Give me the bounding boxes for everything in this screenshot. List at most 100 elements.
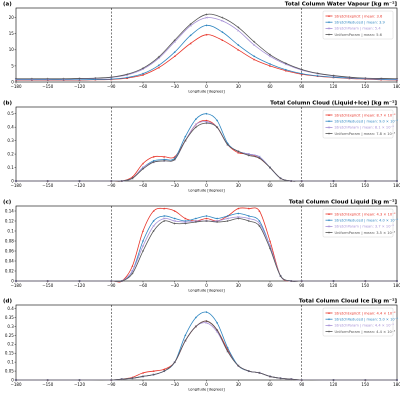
data-point <box>396 180 398 182</box>
data-point <box>237 207 240 210</box>
legend-entry: StretchExplicit | mean: 4.3 × 10⁻³ <box>335 212 397 216</box>
data-point <box>163 159 166 162</box>
data-point <box>226 346 229 349</box>
data-point <box>173 39 176 42</box>
data-point <box>15 280 17 282</box>
data-point <box>78 379 81 381</box>
data-point <box>364 280 367 282</box>
data-point <box>163 368 166 371</box>
data-point <box>173 222 176 225</box>
legend-marker <box>328 21 330 24</box>
data-point <box>205 215 208 217</box>
data-point <box>157 55 160 58</box>
data-point <box>126 73 129 76</box>
data-point <box>157 64 160 67</box>
data-point <box>290 180 293 182</box>
legend-marker <box>328 312 330 314</box>
y-tick-label: 0.14 <box>5 208 14 213</box>
data-point <box>142 371 144 374</box>
data-point <box>173 158 176 161</box>
data-point <box>380 77 383 80</box>
y-tick-label: 0 <box>11 178 14 183</box>
x-tick-label: −60 <box>139 183 148 188</box>
data-point <box>194 126 197 129</box>
chart-title: Total Column Cloud Liquid [kg m⁻²] <box>289 199 398 206</box>
y-tick-label: 0 <box>11 79 14 84</box>
series-UniformParam <box>15 13 398 80</box>
data-point <box>237 217 240 220</box>
legend-marker <box>328 132 330 135</box>
data-point <box>216 321 219 324</box>
data-point <box>253 40 256 43</box>
data-point <box>142 250 144 252</box>
x-tick-label: −30 <box>171 382 180 387</box>
data-point <box>15 379 17 381</box>
x-tick-label: 60 <box>267 183 273 188</box>
data-point <box>163 215 166 217</box>
data-point <box>142 240 144 242</box>
data-point <box>237 151 240 154</box>
x-axis-label: Longitude [degrees] <box>188 388 225 392</box>
data-point <box>279 275 282 277</box>
data-point <box>120 280 123 282</box>
data-point <box>131 175 134 178</box>
legend-marker <box>327 324 331 327</box>
x-tick-label: −180 <box>11 84 22 89</box>
data-point <box>205 24 208 27</box>
data-point <box>253 58 256 61</box>
data-point <box>141 244 145 248</box>
data-point <box>269 166 271 169</box>
data-point <box>237 364 240 367</box>
x-tick-label: −180 <box>11 382 22 387</box>
data-point <box>216 126 219 129</box>
x-tick-label: 30 <box>236 283 242 288</box>
data-point <box>332 379 335 381</box>
data-point <box>226 143 229 146</box>
data-point <box>237 44 240 46</box>
y-tick-label: 0.1 <box>7 228 14 233</box>
x-tick-label: −120 <box>74 84 85 89</box>
data-point <box>110 76 113 79</box>
data-point <box>205 122 208 125</box>
legend-entry: UniformParam | mean: 4.4 × 10⁻³ <box>335 330 396 334</box>
y-tick-label: 10 <box>9 47 15 52</box>
data-point <box>205 311 208 314</box>
y-tick-label: 0.5 <box>7 111 14 116</box>
y-tick-label: 0.05 <box>5 368 14 373</box>
x-tick-label: −150 <box>42 382 53 387</box>
data-point <box>205 320 208 323</box>
y-tick-label: 0.02 <box>5 268 14 273</box>
data-point <box>252 43 256 47</box>
x-tick-label: 180 <box>393 283 400 288</box>
data-point <box>221 16 224 19</box>
chart-title: Total Column Water Vapour [kg m⁻²] <box>285 1 398 8</box>
y-tick-label: 0.06 <box>5 248 14 253</box>
data-point <box>364 379 367 381</box>
data-point <box>152 220 155 222</box>
y-tick-label: 0 <box>11 377 14 382</box>
data-point <box>332 280 335 282</box>
y-tick-label: 0.25 <box>5 333 14 338</box>
x-tick-label: 120 <box>330 283 338 288</box>
data-point <box>184 139 187 142</box>
y-tick-label: 0.3 <box>7 324 14 329</box>
panel-c: (c) Total Column Cloud Liquid [kg m⁻²] −18… <box>3 199 400 293</box>
data-point <box>142 162 144 165</box>
data-point <box>205 13 208 16</box>
chart-title: Total Column Cloud Ice [kg m⁻²] <box>299 298 398 305</box>
data-point <box>216 119 219 122</box>
data-point <box>396 379 398 381</box>
legend-entry: StretchParam | mean: 4.4 × 10⁻³ <box>335 324 395 328</box>
legend-entry: StretchReduced | mean: 3.9 <box>335 21 386 25</box>
data-point <box>94 77 97 80</box>
data-point <box>216 217 219 220</box>
y-tick-label: 0.1 <box>7 165 14 170</box>
data-point <box>237 26 240 29</box>
data-point <box>110 180 113 182</box>
data-point <box>152 373 155 376</box>
data-point <box>152 224 155 228</box>
x-tick-label: 90 <box>299 283 305 288</box>
data-point <box>184 135 187 138</box>
data-point <box>131 177 134 180</box>
data-point <box>194 123 198 126</box>
